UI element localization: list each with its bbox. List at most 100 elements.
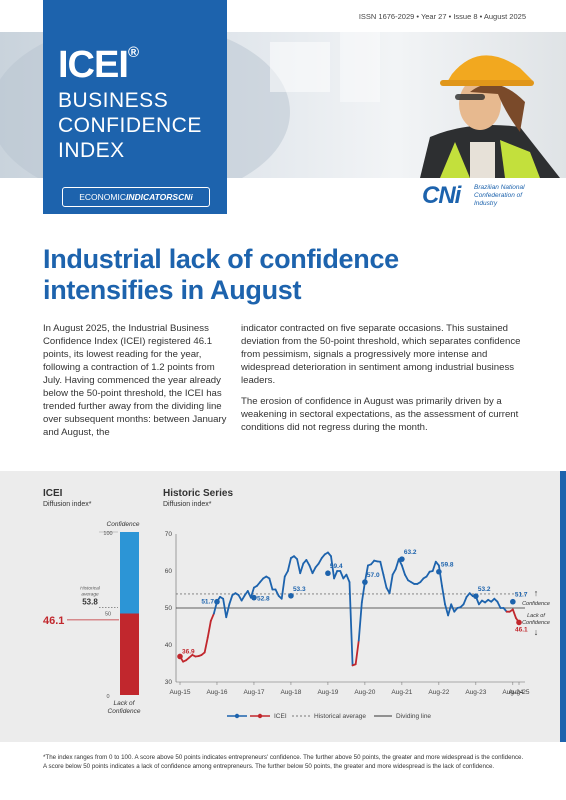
brand-title: ICEI (58, 44, 129, 86)
icei-point-label: 36.9 (182, 648, 195, 655)
econ-label-b: INDICATORS (126, 192, 179, 202)
y-tick-label: 40 (165, 642, 173, 649)
gauge-title: ICEI (43, 488, 63, 499)
historic-subtitle: Diffusion index* (163, 501, 212, 508)
icei-line-segment (441, 584, 446, 606)
panel-stripe (560, 471, 566, 742)
gauge-hist-value: 53.8 (82, 597, 98, 606)
icei-line-segment (311, 566, 317, 575)
y-tick-label: 30 (165, 679, 173, 686)
icei-line-segment (209, 612, 215, 622)
icei-line-segment (206, 620, 212, 639)
brand-line-2: CONFIDENCE (58, 114, 202, 137)
x-tick-label: Aug-25 (509, 689, 530, 696)
icei-line-segment (237, 594, 243, 602)
paragraph: The erosion of confidence in August was … (241, 396, 519, 433)
paragraph: In August 2025, the Industrial Business … (43, 323, 227, 438)
icei-point-label: 53.3 (293, 586, 306, 593)
icei-line-segment (391, 568, 397, 576)
icei-line-segment (379, 560, 385, 576)
x-tick-label: Aug-21 (391, 689, 412, 696)
arrow-up-label: Confidence (522, 601, 550, 607)
gauge-chart: Confidence 100 50 0 Historical average 5… (43, 521, 141, 715)
icei-point-label: 51.7 (515, 592, 528, 599)
icei-line-segment (317, 557, 323, 565)
icei-point (325, 570, 331, 577)
icei-line-segment (305, 559, 311, 567)
icei-line-segment (274, 588, 280, 597)
icei-point (473, 593, 479, 599)
icei-line-segment (354, 639, 360, 666)
icei-line-segment (364, 564, 369, 583)
icei-line-segment (225, 603, 231, 619)
registered-mark: ® (128, 44, 140, 61)
icei-line-segment (360, 581, 366, 604)
icei-line-segment (228, 594, 234, 606)
icei-point (399, 556, 405, 562)
icei-line-segment (333, 570, 339, 580)
cni-name: Brazilian National Confederation of Indu… (474, 184, 525, 207)
gauge-fill-confidence (120, 532, 139, 614)
icei-line-segment (437, 564, 443, 587)
icei-line-segment (382, 573, 388, 589)
icei-line-segment (444, 603, 450, 617)
icei-line-segment (330, 555, 335, 580)
icei-point (510, 598, 516, 605)
historic-title: Historic Series (163, 488, 234, 499)
icei-line-segment (462, 596, 468, 606)
legend-dot-above (234, 713, 240, 719)
footnote: *The index ranges from 0 to 100. A score… (43, 754, 543, 771)
chart-panel (0, 471, 566, 742)
icei-line-segment (431, 560, 437, 572)
icei-point (436, 568, 442, 575)
gauge-tick-100: 100 (103, 531, 112, 537)
headline: Industrial lack of confidence intensifie… (43, 244, 399, 305)
gauge-bottom-label-1: Lack of (114, 700, 136, 707)
icei-point (177, 653, 183, 660)
gauge-hist-label-1: Historical (80, 585, 101, 591)
icei-line-segment (222, 597, 228, 619)
arrow-down-label-2: Confidence (522, 620, 550, 626)
icei-point (362, 579, 368, 585)
arrow-down-label-1: Lack of (527, 613, 545, 619)
icei-line-segment (339, 570, 345, 580)
icei-line-segment (203, 636, 209, 654)
icei-point-label: 53.2 (478, 586, 491, 593)
icei-point (288, 592, 294, 599)
gauge-subtitle: Diffusion index* (43, 501, 92, 508)
brand-line-3: INDEX (58, 139, 125, 162)
economic-indicators-badge: ECONOMICINDICATORSCNi (62, 187, 210, 207)
legend-divider: Dividing line (396, 713, 431, 720)
gauge-top-label: Confidence (107, 521, 140, 528)
icei-line-segment (299, 562, 305, 575)
gauge-current-value: 46.1 (43, 615, 64, 627)
icei-line-segment (283, 570, 289, 578)
x-tick-label: Aug-15 (170, 689, 191, 696)
arrow-up-icon: ↑ (534, 588, 539, 598)
icei-line-segment (511, 608, 517, 619)
icei-line-segment (296, 558, 302, 575)
icei-point-label: 51.7 (201, 599, 214, 606)
icei-line-segment (286, 557, 292, 572)
gauge-tick-0: 0 (106, 694, 109, 700)
icei-line-segment (450, 603, 456, 613)
legend-hist: Historical average (314, 713, 366, 720)
historic-chart: 30 40 50 60 70 Aug-15 Aug-16 Aug-17 Aug-18 Aug-19… (165, 531, 550, 720)
x-tick-label: Aug-16 (206, 689, 227, 696)
x-tick-label: Aug-20 (354, 689, 375, 696)
x-tick-label: Aug-17 (243, 689, 264, 696)
icei-line-segment (388, 573, 394, 595)
gauge-bottom-label-2: Confidence (108, 708, 141, 715)
gauge-hist-label-2: average (81, 591, 99, 597)
legend-dot-below (257, 713, 263, 719)
brand-panel (43, 0, 227, 214)
body-column-2: indicator contracted on five separate oc… (241, 322, 526, 442)
icei-line-segment (249, 586, 255, 599)
y-tick-label: 60 (165, 568, 173, 575)
x-tick-label: Aug-18 (280, 689, 301, 696)
icei-point (214, 598, 220, 605)
legend-icei: ICEI (274, 713, 287, 720)
issn-line: ISSN 1676-2029 • Year 27 • Issue 8 • Aug… (358, 12, 526, 21)
x-tick-label: Aug-24 (502, 689, 523, 696)
body-column-1: In August 2025, the Industrial Business … (43, 322, 228, 447)
